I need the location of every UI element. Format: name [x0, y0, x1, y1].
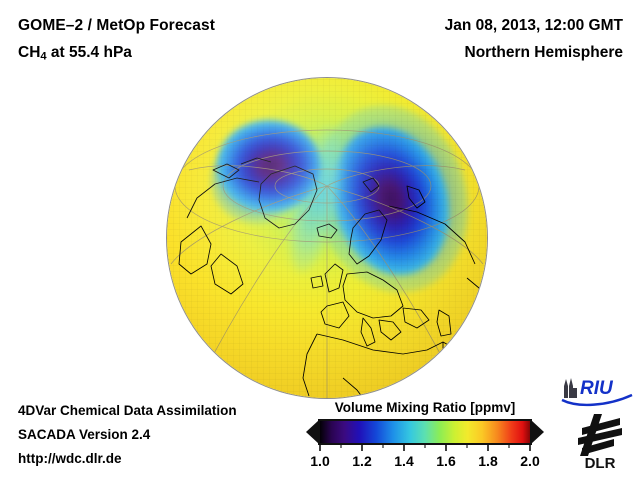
species-subscript: 4 [40, 50, 47, 63]
footer-line-method: 4DVar Chemical Data Assimilation [18, 403, 237, 418]
colorbar-scale: 1.0 1.2 1.4 1.6 1.8 2.0 [306, 419, 544, 469]
colorbar-title: Volume Mixing Ratio [ppmv] [334, 400, 516, 415]
timestamp-label: Jan 08, 2013, 12:00 GMT [444, 17, 623, 34]
riu-wordmark: RIU [580, 378, 614, 399]
species-suffix: at 55.4 hPa [46, 44, 132, 61]
globe-map [167, 78, 487, 398]
cathedral-icon [564, 378, 577, 398]
colorbar-tick-2: 1.4 [394, 453, 414, 469]
riu-logo: RIU [561, 378, 633, 407]
colorbar-tick-5: 2.0 [520, 453, 540, 469]
footer-line-url[interactable]: http://wdc.dlr.de [18, 451, 122, 466]
colorbar-tick-4: 1.8 [478, 453, 498, 469]
colorbar-tick-3: 1.6 [436, 453, 456, 469]
hemisphere-label: Northern Hemisphere [464, 44, 623, 61]
colorbar-extend-low [306, 420, 319, 444]
colorbar-extend-high [531, 420, 544, 444]
colorbar-tick-1: 1.2 [352, 453, 372, 469]
coastlines [178, 157, 484, 398]
globe-shading [167, 78, 487, 398]
riu-swoosh [561, 393, 633, 407]
dlr-logo: DLR [578, 414, 622, 470]
species-label: CH4 at 55.4 hPa [18, 44, 132, 62]
page-title: GOME–2 / MetOp Forecast [18, 17, 215, 34]
footer-line-version: SACADA Version 2.4 [18, 427, 151, 442]
dlr-wordmark: DLR [585, 455, 616, 470]
globe-disc [167, 78, 487, 398]
colorbar-tick-0: 1.0 [310, 453, 330, 469]
species-prefix: CH [18, 44, 41, 61]
dlr-mark [578, 414, 622, 456]
colorbar: Volume Mixing Ratio [ppmv] [305, 400, 545, 470]
